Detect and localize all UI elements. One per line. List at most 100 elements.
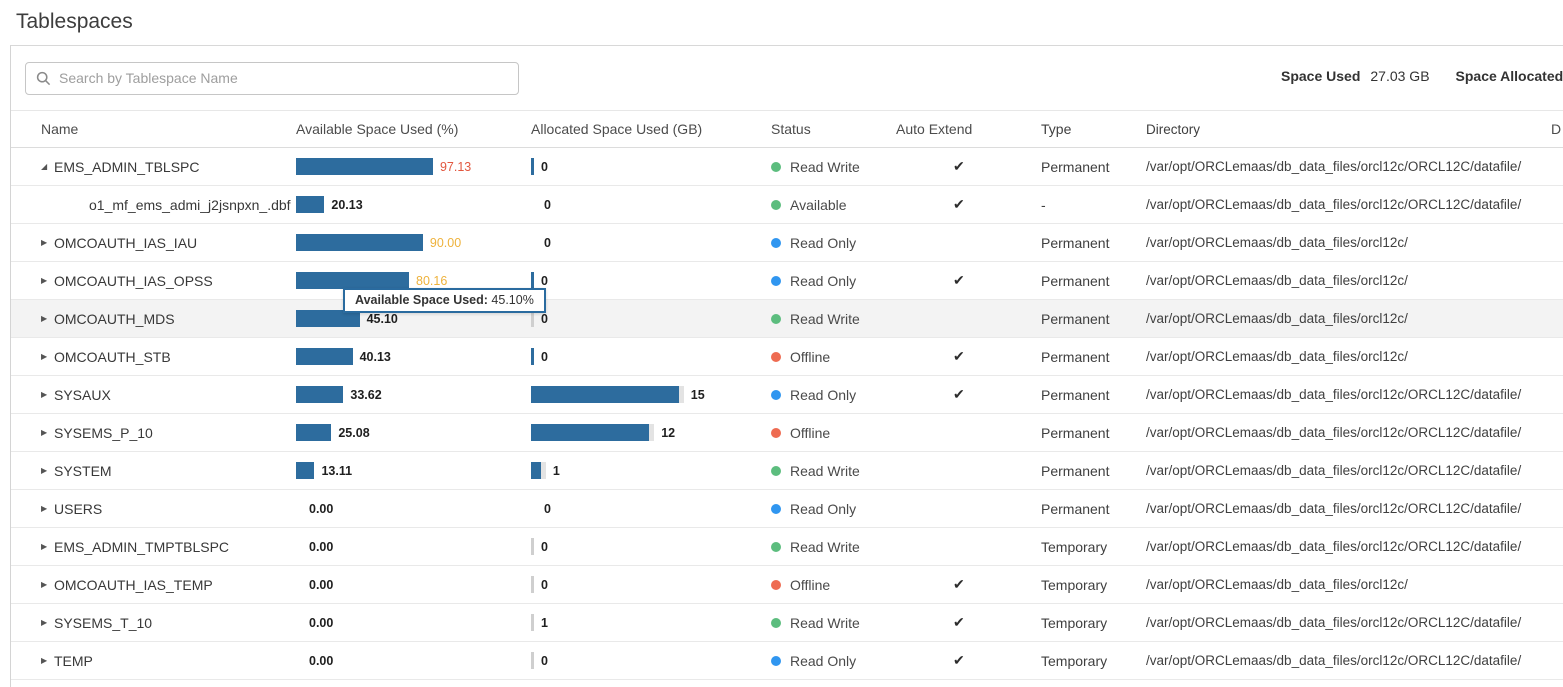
table-row[interactable]: ▶ SYSAUX 33.62 15 Read Only ✔ Permanent/var/op… — [11, 376, 1563, 414]
table-row[interactable]: ▶ EMS_ADMIN_TMPTBLSPC 0.00 0 Read Write Tempo… — [11, 528, 1563, 566]
allocated-space-cell: 0 — [531, 576, 771, 593]
tablespace-name: OMCOAUTH_STB — [54, 348, 171, 365]
name-cell: ▶ SYSAUX — [11, 387, 296, 403]
available-space-cell: 20.13 — [296, 196, 531, 213]
status-dot-icon — [771, 275, 781, 286]
type-cell: Permanent — [1041, 272, 1110, 289]
available-space-value: 45.10 — [366, 311, 398, 326]
status-cell: Read Only — [771, 501, 896, 517]
allocated-space-cell: 12 — [531, 424, 771, 441]
tablespace-name: OMCOAUTH_MDS — [54, 310, 175, 327]
expand-row-icon[interactable]: ▶ — [41, 618, 48, 627]
available-space-cell: 0.00 — [296, 540, 531, 554]
table-row[interactable]: ◢ EMS_ADMIN_TBLSPC 97.13 0 Read Write ✔ Perman… — [11, 148, 1563, 186]
available-space-bar — [296, 158, 433, 175]
status-cell: Read Write — [771, 615, 896, 631]
directory-cell: /var/opt/ORCLemaas/db_data_files/orcl12c… — [1146, 387, 1522, 402]
auto-extend-check-icon: ✔ — [953, 386, 965, 402]
allocated-space-value: 0 — [541, 577, 548, 592]
status-dot-icon — [771, 313, 781, 324]
table-row[interactable]: ▶ OMCOAUTH_IAS_IAU 90.00 0 Read Only Permanen… — [11, 224, 1563, 262]
collapse-row-icon[interactable]: ◢ — [41, 162, 48, 171]
type-cell: Permanent — [1041, 500, 1110, 517]
table-row[interactable]: ▶ TEMP 0.00 0 Read Only ✔ Temporary/var/opt/OR… — [11, 642, 1563, 680]
available-space-value: 0.00 — [309, 501, 334, 516]
table-row[interactable]: ▶ OMCOAUTH_STB 40.13 0 Offline ✔ Permanent/var… — [11, 338, 1563, 376]
status-cell: Offline — [771, 349, 896, 365]
type-cell: Permanent — [1041, 310, 1110, 327]
status-text: Read Only — [790, 234, 857, 251]
name-cell: ▶ SYSEMS_P_10 — [11, 425, 296, 441]
column-header-available-space[interactable]: Available Space Used (%) — [296, 121, 459, 137]
directory-cell: /var/opt/ORCLemaas/db_data_files/orcl12c… — [1146, 539, 1522, 554]
auto-extend-check-icon: ✔ — [953, 614, 965, 630]
available-space-tooltip: Available Space Used: 45.10% — [343, 288, 546, 313]
expand-row-icon[interactable]: ▶ — [41, 580, 48, 589]
column-header-allocated-space[interactable]: Allocated Space Used (GB) — [531, 121, 703, 137]
column-header-status[interactable]: Status — [771, 121, 811, 137]
table-row[interactable]: ▶ OMCOAUTH_IAS_TEMP 0.00 0 Offline ✔ Temporary… — [11, 566, 1563, 604]
column-header-name[interactable]: Name — [41, 121, 79, 137]
tooltip-value: 45.10% — [487, 293, 534, 307]
column-header-type[interactable]: Type — [1041, 121, 1072, 137]
expand-row-icon[interactable]: ▶ — [41, 656, 48, 665]
allocated-space-value: 0 — [541, 311, 548, 326]
available-space-value: 13.11 — [321, 463, 353, 478]
allocated-space-cell: 0 — [531, 158, 771, 175]
status-dot-icon — [771, 389, 781, 400]
available-space-value: 80.16 — [416, 273, 448, 288]
column-header-extra[interactable]: D — [1551, 121, 1562, 137]
expand-row-icon[interactable]: ▶ — [41, 542, 48, 551]
status-dot-icon — [771, 655, 781, 666]
search-input[interactable] — [59, 70, 508, 86]
column-header-directory[interactable]: Directory — [1146, 121, 1201, 137]
auto-extend-check-icon: ✔ — [953, 348, 965, 364]
expand-row-icon[interactable]: ▶ — [41, 314, 48, 323]
status-text: Offline — [790, 348, 831, 365]
available-space-cell: 0.00 — [296, 616, 531, 630]
allocated-space-value: 0 — [544, 501, 551, 516]
status-cell: Offline — [771, 577, 896, 593]
available-space-cell: 97.13 — [296, 158, 531, 175]
type-cell: Permanent — [1041, 348, 1110, 365]
available-space-bar — [296, 196, 325, 213]
table-row[interactable]: ▶ OMCOAUTH_MDS 45.10 0 Read Write Permanent/v… — [11, 300, 1563, 338]
auto-extend-cell: ✔ — [896, 652, 1041, 669]
type-cell: Temporary — [1041, 576, 1108, 593]
name-cell: ▶ SYSEMS_T_10 — [11, 615, 296, 631]
directory-cell: /var/opt/ORCLemaas/db_data_files/orcl12c… — [1146, 653, 1522, 668]
allocated-space-track — [531, 386, 684, 403]
table-row[interactable]: ▶ SYSTEM 13.11 1 Read Write Permanent/var/opt… — [11, 452, 1563, 490]
available-space-cell: 0.00 — [296, 654, 531, 668]
expand-row-icon[interactable]: ▶ — [41, 466, 48, 475]
auto-extend-check-icon: ✔ — [953, 196, 965, 212]
status-text: Read Only — [790, 500, 857, 517]
available-space-bar — [296, 272, 410, 289]
expand-row-icon[interactable]: ▶ — [41, 276, 48, 285]
column-header-auto-extend[interactable]: Auto Extend — [896, 121, 973, 137]
available-space-value: 20.13 — [331, 197, 363, 212]
table-row[interactable]: o1_mf_ems_admi_j2jsnpxn_.dbf 20.13 0 Availa… — [11, 186, 1563, 224]
expand-row-icon[interactable]: ▶ — [41, 504, 48, 513]
expand-row-icon[interactable]: ▶ — [41, 352, 48, 361]
status-text: Read Write — [790, 538, 860, 555]
allocated-space-tick — [531, 538, 534, 555]
available-space-bar — [296, 424, 332, 441]
table-row[interactable]: ▶ OMCOAUTH_IAS_OPSS 80.16 0 Read Only ✔ Perman… — [11, 262, 1563, 300]
status-dot-icon — [771, 541, 781, 552]
tablespace-name: USERS — [54, 500, 103, 517]
directory-cell: /var/opt/ORCLemaas/db_data_files/orcl12c… — [1146, 349, 1408, 364]
allocated-space-cell: 0 — [531, 348, 771, 365]
allocated-space-cell: 1 — [531, 614, 771, 631]
allocated-space-value: 1 — [552, 463, 560, 478]
auto-extend-check-icon: ✔ — [953, 652, 965, 668]
expand-row-icon[interactable]: ▶ — [41, 428, 48, 437]
status-cell: Read Write — [771, 159, 896, 175]
status-text: Read Only — [790, 652, 857, 669]
table-row[interactable]: ▶ USERS 0.00 0 Read Only Permanent/var/opt/OR… — [11, 490, 1563, 528]
status-dot-icon — [771, 237, 781, 248]
expand-row-icon[interactable]: ▶ — [41, 238, 48, 247]
expand-row-icon[interactable]: ▶ — [41, 390, 48, 399]
table-row[interactable]: ▶ SYSEMS_P_10 25.08 12 Offline Permanent/var/… — [11, 414, 1563, 452]
table-row[interactable]: ▶ SYSEMS_T_10 0.00 1 Read Write ✔ Temporary/va… — [11, 604, 1563, 642]
